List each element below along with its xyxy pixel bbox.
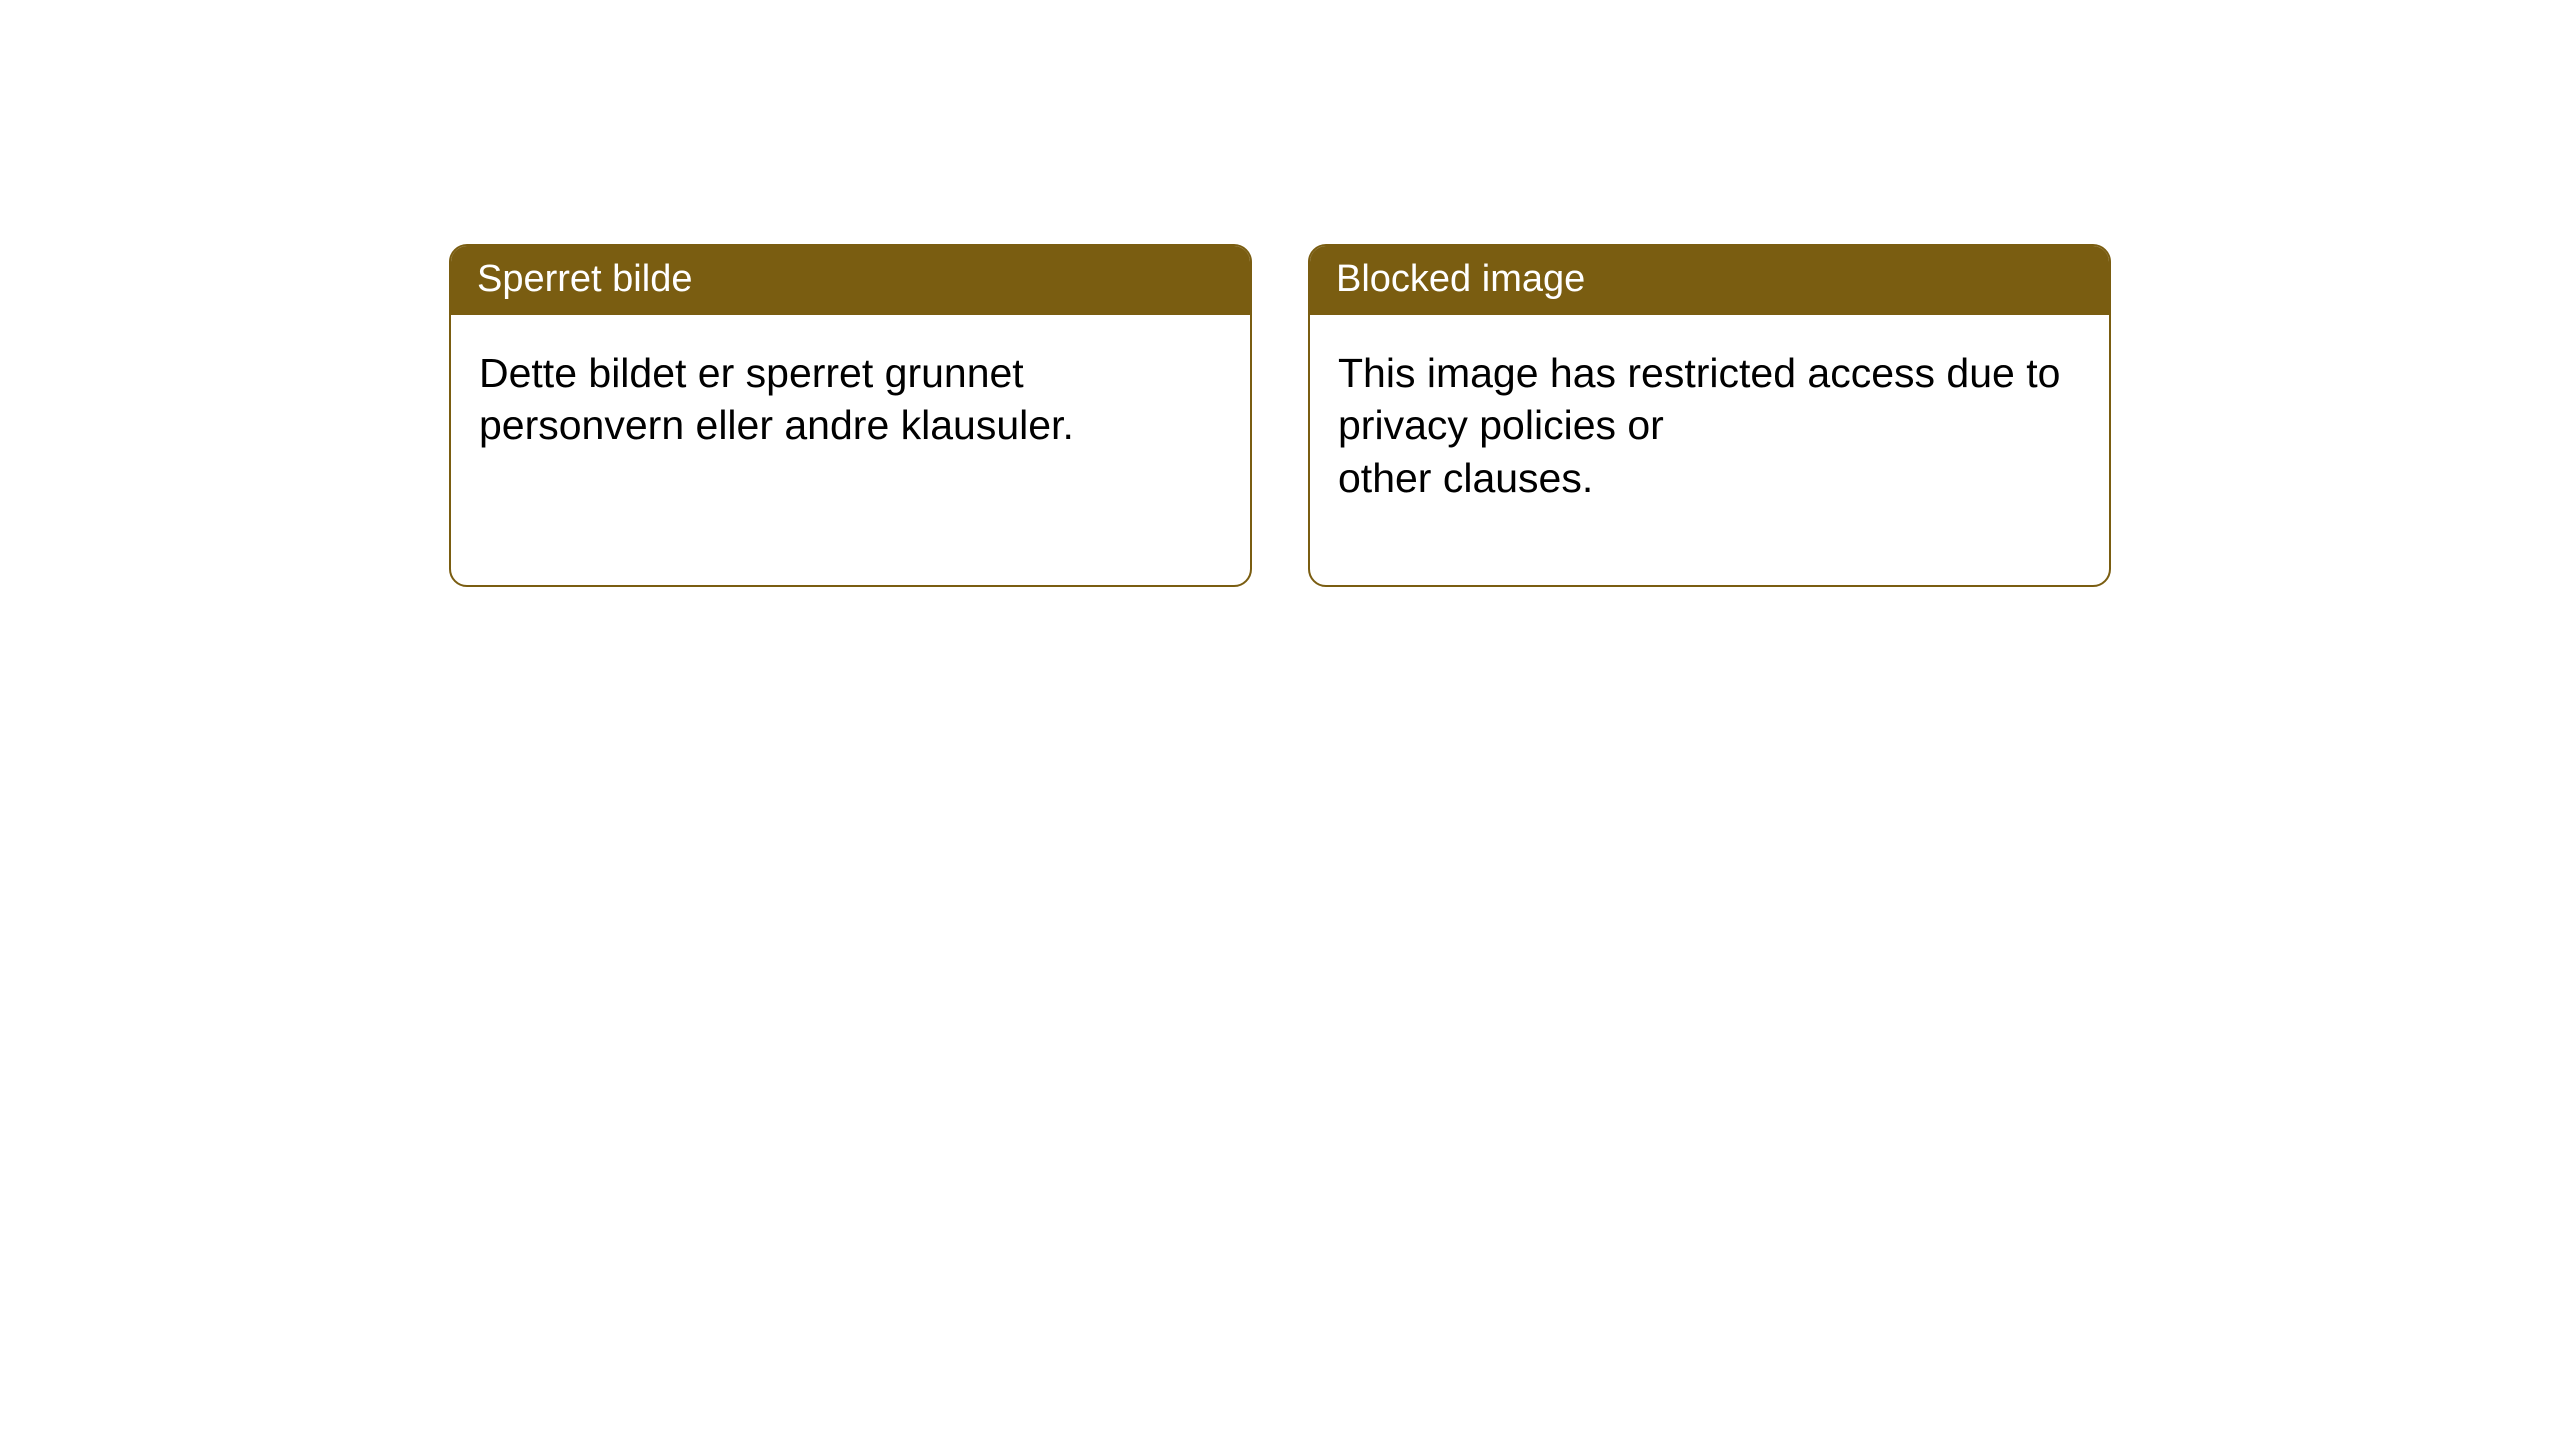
notice-title-english: Blocked image xyxy=(1310,246,2109,315)
notice-card-norwegian: Sperret bilde Dette bildet er sperret gr… xyxy=(449,244,1252,587)
notice-body-english: This image has restricted access due to … xyxy=(1310,315,2109,585)
notice-card-english: Blocked image This image has restricted … xyxy=(1308,244,2111,587)
notice-container: Sperret bilde Dette bildet er sperret gr… xyxy=(449,244,2111,587)
notice-title-norwegian: Sperret bilde xyxy=(451,246,1250,315)
notice-body-norwegian: Dette bildet er sperret grunnet personve… xyxy=(451,315,1250,585)
